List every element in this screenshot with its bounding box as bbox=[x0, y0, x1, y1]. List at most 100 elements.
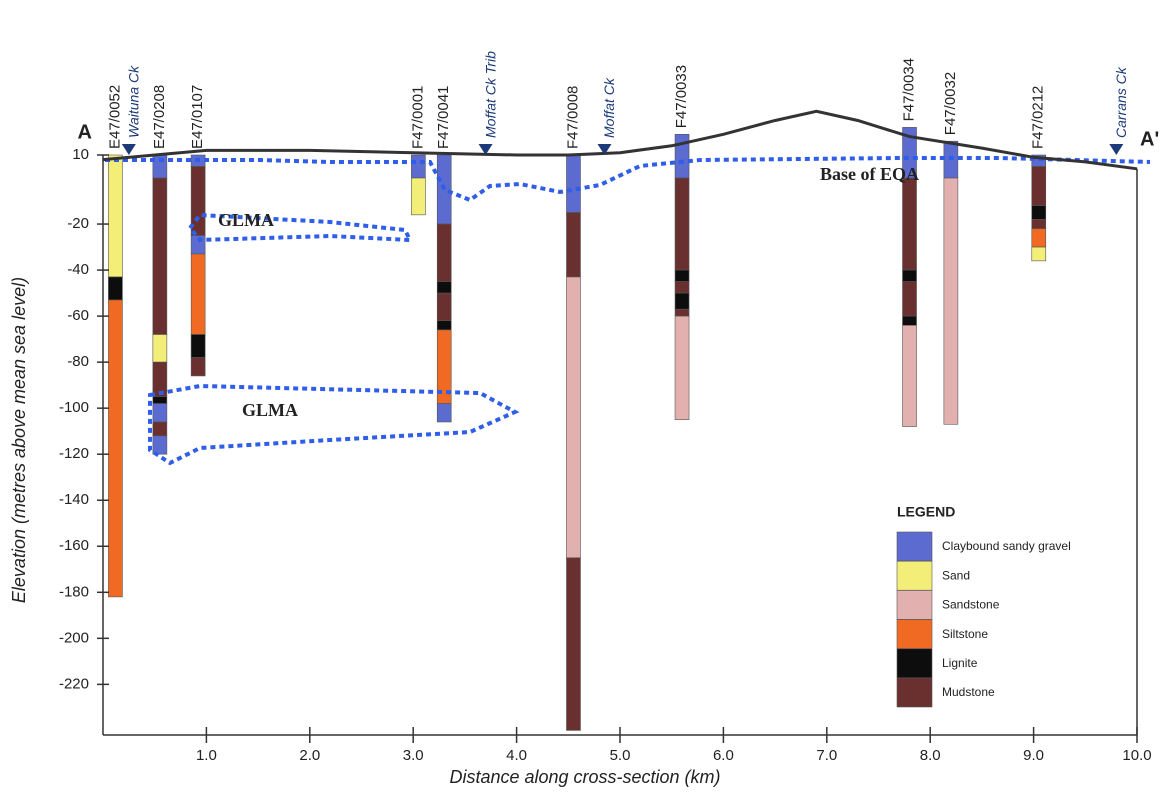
stream-label: Moffat Ck bbox=[601, 77, 617, 138]
borehole-layer bbox=[108, 276, 123, 301]
borehole-layer bbox=[674, 292, 690, 310]
legend-swatch bbox=[896, 619, 933, 649]
y-tick-label: -80 bbox=[67, 353, 89, 370]
stream-marker bbox=[478, 144, 493, 155]
y-tick-label: -40 bbox=[67, 261, 89, 278]
borehole-layer bbox=[674, 281, 690, 294]
borehole-layer bbox=[108, 299, 123, 598]
borehole-label: F47/0032 bbox=[942, 72, 959, 135]
base-eqa-line bbox=[105, 156, 1151, 203]
borehole-label: F47/0034 bbox=[900, 58, 917, 121]
annotation: GLMA bbox=[218, 210, 274, 230]
borehole-layer bbox=[152, 421, 168, 437]
borehole-layer bbox=[674, 269, 690, 282]
borehole-label: E47/0052 bbox=[106, 85, 123, 149]
stream-marker bbox=[1109, 144, 1124, 155]
borehole-layer bbox=[152, 403, 168, 423]
borehole-layer bbox=[674, 308, 690, 317]
section-end: A' bbox=[1140, 128, 1159, 150]
borehole-layer bbox=[566, 557, 581, 731]
borehole-label: E47/0107 bbox=[189, 85, 206, 149]
borehole-label: E47/0208 bbox=[151, 85, 168, 149]
borehole-layer bbox=[566, 154, 581, 213]
borehole-layer bbox=[943, 177, 959, 425]
borehole-layer bbox=[902, 177, 917, 271]
x-tick-label: 5.0 bbox=[610, 747, 631, 764]
borehole-label: F47/0001 bbox=[409, 86, 426, 149]
stream-marker bbox=[121, 144, 136, 155]
y-tick-label: -140 bbox=[59, 491, 89, 508]
borehole-layer bbox=[1031, 205, 1047, 220]
legend-swatch bbox=[896, 590, 933, 620]
borehole-layer bbox=[902, 315, 917, 326]
y-tick-label: -100 bbox=[59, 399, 89, 416]
y-tick-label: -60 bbox=[67, 307, 89, 324]
x-tick-label: 9.0 bbox=[1023, 747, 1044, 764]
borehole-layer bbox=[566, 212, 581, 278]
stream-marker bbox=[597, 144, 612, 155]
legend-swatch bbox=[896, 648, 933, 679]
glma-outline bbox=[148, 383, 520, 466]
annotation: Base of EQA bbox=[820, 164, 919, 184]
borehole-layer bbox=[674, 133, 690, 179]
ground-surface bbox=[102, 109, 1138, 171]
borehole-layer bbox=[674, 315, 690, 420]
borehole-label: F47/0008 bbox=[564, 86, 581, 149]
borehole-layer bbox=[411, 177, 426, 216]
x-tick-label: 6.0 bbox=[713, 747, 734, 764]
borehole-layer bbox=[190, 334, 206, 358]
legend-label: Lignite bbox=[942, 656, 978, 670]
borehole-layer bbox=[108, 154, 123, 278]
borehole-layer bbox=[902, 281, 917, 317]
legend-title: LEGEND bbox=[897, 504, 955, 520]
legend-swatch bbox=[896, 531, 933, 562]
borehole-layer bbox=[190, 253, 206, 335]
stream-label: Carrans Ck bbox=[1113, 66, 1129, 138]
legend-label: Sandstone bbox=[942, 598, 1000, 612]
y-axis-title: Elevation (metres above mean sea level) bbox=[9, 277, 29, 603]
borehole-layer bbox=[1031, 246, 1047, 262]
borehole-layer bbox=[1031, 166, 1047, 206]
y-tick-label: -160 bbox=[59, 537, 89, 554]
x-tick-label: 2.0 bbox=[299, 747, 320, 764]
section-start: A bbox=[78, 121, 92, 143]
borehole-layer bbox=[902, 325, 917, 427]
y-tick-label: -180 bbox=[59, 583, 89, 600]
x-tick-label: 10.0 bbox=[1122, 747, 1151, 764]
borehole-layer bbox=[436, 223, 452, 282]
borehole-layer bbox=[674, 177, 690, 271]
borehole-layer bbox=[152, 435, 168, 455]
borehole-layer bbox=[436, 403, 452, 423]
legend-label: Sand bbox=[942, 568, 970, 582]
borehole-layer bbox=[436, 292, 452, 322]
borehole-label: F47/0041 bbox=[435, 86, 452, 149]
y-tick-label: 10 bbox=[72, 146, 89, 163]
x-tick-label: 1.0 bbox=[196, 747, 217, 764]
legend-label: Mudstone bbox=[942, 685, 995, 699]
borehole-layer bbox=[436, 320, 452, 331]
legend-swatch bbox=[896, 560, 933, 591]
x-tick-label: 3.0 bbox=[403, 747, 424, 764]
stream-label: Waituna Ck bbox=[126, 65, 142, 138]
borehole-layer bbox=[902, 269, 917, 282]
borehole-layer bbox=[1031, 228, 1047, 248]
borehole-layer bbox=[1031, 219, 1047, 229]
borehole-label: F47/0033 bbox=[673, 65, 690, 128]
y-tick-label: -120 bbox=[59, 445, 89, 462]
borehole-layer bbox=[152, 396, 168, 404]
borehole-layer bbox=[152, 177, 168, 335]
y-tick-label: -220 bbox=[59, 675, 89, 692]
borehole-layer bbox=[411, 154, 426, 179]
borehole-layer bbox=[190, 357, 206, 377]
borehole-layer bbox=[566, 276, 581, 559]
x-tick-label: 8.0 bbox=[920, 747, 941, 764]
legend-label: Claybound sandy gravel bbox=[942, 539, 1071, 553]
stream-label: Moffat Ck Trib bbox=[482, 51, 498, 138]
legend-swatch bbox=[896, 677, 933, 708]
borehole-label: F47/0212 bbox=[1030, 86, 1047, 149]
glma-outline bbox=[187, 212, 414, 243]
y-tick-label: -200 bbox=[59, 629, 89, 646]
y-tick-label: -20 bbox=[67, 215, 89, 232]
x-tick-label: 7.0 bbox=[816, 747, 837, 764]
